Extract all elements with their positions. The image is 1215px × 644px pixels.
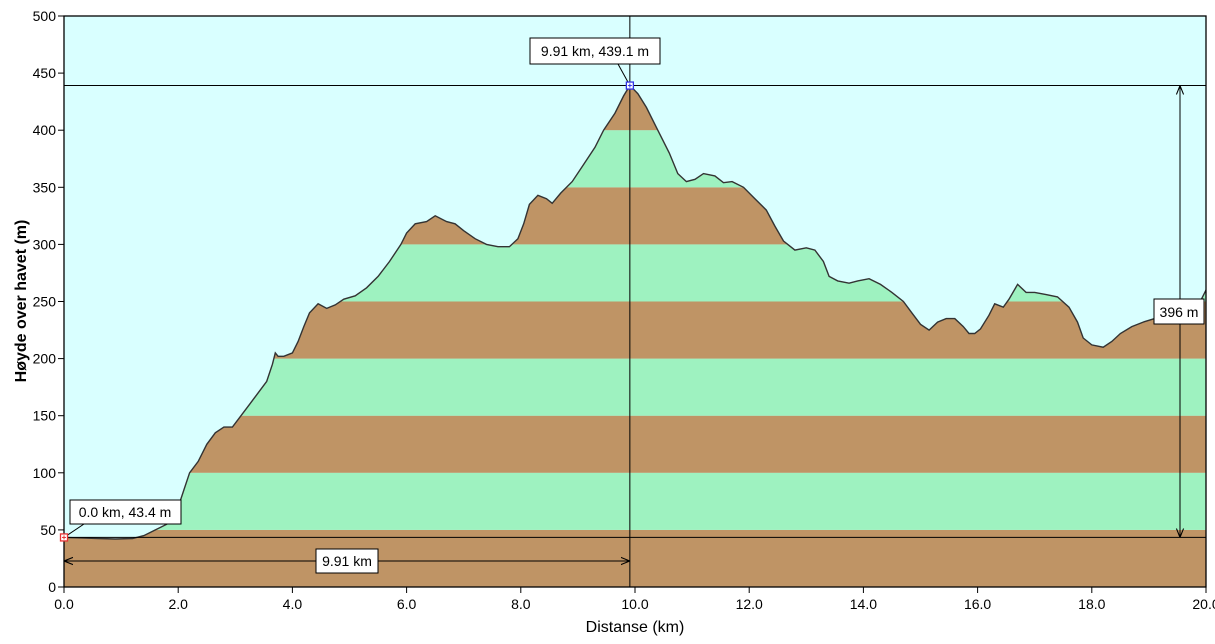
y-tick-label: 250 <box>33 294 57 310</box>
elevation-band <box>64 472 1206 530</box>
x-tick-label: 20.0 <box>1192 596 1215 612</box>
x-tick-label: 6.0 <box>397 596 417 612</box>
y-tick-label: 0 <box>48 579 56 595</box>
height-difference-label-box <box>1153 298 1205 325</box>
x-tick-label: 4.0 <box>283 596 303 612</box>
peak-callout-box <box>529 37 661 65</box>
distance-label: 9.91 km <box>322 553 372 569</box>
distance-label-box <box>315 548 379 574</box>
elevation-band <box>64 415 1206 473</box>
y-tick-label: 500 <box>33 8 57 24</box>
x-tick-label: 8.0 <box>511 596 531 612</box>
y-tick-label: 350 <box>33 179 57 195</box>
x-tick-label: 14.0 <box>850 596 877 612</box>
x-tick-label: 18.0 <box>1078 596 1105 612</box>
x-axis-title: Distanse (km) <box>586 619 685 636</box>
x-tick-label: 12.0 <box>736 596 763 612</box>
y-tick-label: 50 <box>40 522 56 538</box>
y-axis: 0 50 100 150 200 250 300 350 400 450 500 <box>33 8 64 595</box>
x-tick-label: 16.0 <box>964 596 991 612</box>
guide-lines <box>64 16 1206 587</box>
y-axis-title: Høyde over havet (m) <box>13 220 30 383</box>
annotations: 9.91 km 396 m 0.0 km, 43.4 m 9.91 km, 439.1… <box>59 37 1205 574</box>
x-tick-label: 2.0 <box>168 596 188 612</box>
y-tick-label: 300 <box>33 236 57 252</box>
start-callout-box <box>69 499 182 525</box>
sky-area <box>64 16 1206 539</box>
x-tick-label: 0.0 <box>54 596 74 612</box>
x-axis: 0.0 2.0 4.0 6.0 8.0 10.0 12.0 14.0 16.0 18.0 20.0 <box>54 587 1215 612</box>
x-tick-label: 10.0 <box>621 596 648 612</box>
y-tick-label: 400 <box>33 122 57 138</box>
height-difference-label: 396 m <box>1160 304 1199 320</box>
peak-callout-label: 9.91 km, 439.1 m <box>541 43 649 59</box>
y-tick-label: 100 <box>33 465 57 481</box>
y-tick-label: 450 <box>33 65 57 81</box>
y-tick-label: 200 <box>33 351 57 367</box>
y-tick-label: 150 <box>33 408 57 424</box>
start-callout-label: 0.0 km, 43.4 m <box>79 504 172 520</box>
elevation-band <box>64 529 1206 587</box>
